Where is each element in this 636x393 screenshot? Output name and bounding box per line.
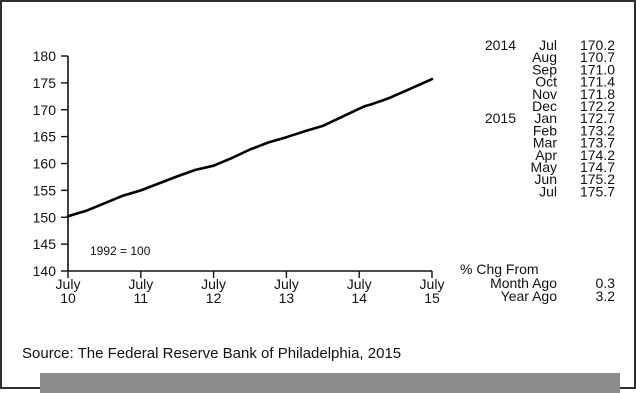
table-month-label: Nov: [532, 86, 557, 102]
x-tick-label: July: [420, 276, 445, 292]
table-month-label: Jul: [539, 37, 557, 53]
y-tick-label: 140: [33, 263, 57, 279]
table-value: 171.8: [580, 86, 615, 102]
table-value: 174.2: [580, 147, 615, 163]
change-value: 3.2: [596, 288, 616, 304]
table-value: 174.7: [580, 159, 615, 175]
x-tick-label-year: 13: [279, 290, 295, 306]
table-month-label: May: [531, 159, 557, 175]
table-month-label: Jun: [534, 171, 557, 187]
table-value: 172.2: [580, 98, 615, 114]
x-tick-label: July: [347, 276, 372, 292]
table-month-label: Apr: [535, 147, 557, 163]
x-tick-label: July: [201, 276, 226, 292]
change-label: Month Ago: [490, 275, 557, 291]
table-value: 171.4: [580, 74, 615, 90]
x-tick-label: July: [56, 276, 81, 292]
y-tick-label: 160: [33, 156, 57, 172]
table-value: 170.2: [580, 37, 615, 53]
y-tick-label: 165: [33, 129, 57, 145]
source-note: Source: The Federal Reserve Bank of Phil…: [22, 345, 402, 362]
table-value: 173.7: [580, 135, 615, 151]
table-month-label: Feb: [533, 122, 557, 138]
y-tick-label: 180: [33, 48, 57, 64]
series-line-0: [66, 77, 434, 218]
x-tick-label: July: [128, 276, 153, 292]
x-tick-label-year: 11: [134, 290, 149, 306]
table-year-label: 2015: [485, 110, 516, 126]
table-month-label: Jul: [539, 183, 557, 199]
table-month-label: Aug: [532, 49, 557, 65]
table-month-label: Sep: [532, 61, 557, 77]
table-value: 172.7: [580, 110, 615, 126]
table-value: 171.0: [580, 61, 615, 77]
x-tick-label-year: 12: [206, 290, 222, 306]
change-label: Year Ago: [501, 288, 558, 304]
table-month-label: Jan: [534, 110, 557, 126]
y-tick-label: 155: [33, 182, 57, 198]
y-tick-label: 175: [33, 75, 57, 91]
table-value: 170.7: [580, 49, 615, 65]
change-header: % Chg From: [460, 261, 539, 277]
x-tick-label-year: 10: [60, 290, 76, 306]
line-chart: 140145150155160165170175180July10July11J…: [33, 37, 616, 306]
y-tick-label: 170: [33, 102, 57, 118]
change-value: 0.3: [596, 275, 616, 291]
base-note: 1992 = 100: [90, 244, 151, 258]
x-tick-label-year: 15: [424, 290, 440, 306]
y-tick-label: 145: [33, 236, 57, 252]
table-year-label: 2014: [485, 37, 516, 53]
table-month-label: Dec: [532, 98, 557, 114]
table-value: 173.2: [580, 122, 615, 138]
footer-bar: [40, 373, 620, 393]
table-value: 175.7: [580, 183, 615, 199]
table-month-label: Mar: [533, 135, 557, 151]
table-value: 175.2: [580, 171, 615, 187]
table-month-label: Oct: [535, 74, 557, 90]
x-tick-label-year: 14: [351, 290, 367, 306]
x-tick-label: July: [274, 276, 299, 292]
y-tick-label: 150: [33, 209, 57, 225]
